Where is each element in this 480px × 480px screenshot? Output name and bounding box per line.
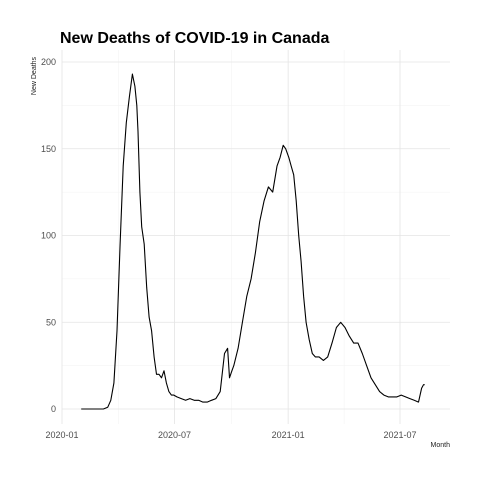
y-tick-label: 150 bbox=[41, 144, 56, 154]
x-tick-labels: 2020-01 2020-07 2021-01 2021-07 bbox=[45, 430, 416, 440]
y-tick-label: 100 bbox=[41, 231, 56, 241]
y-tick-label: 50 bbox=[46, 317, 56, 327]
major-gridlines bbox=[61, 50, 450, 424]
series-line-new-deaths bbox=[81, 73, 425, 410]
chart-title: New Deaths of COVID-19 in Canada bbox=[60, 30, 329, 47]
x-tick-label: 2021-07 bbox=[383, 430, 416, 440]
minor-gridlines bbox=[62, 50, 450, 424]
y-tick-label: 200 bbox=[41, 57, 56, 67]
x-tick-label: 2020-01 bbox=[45, 430, 78, 440]
x-axis-label: Month bbox=[431, 442, 451, 449]
y-tick-label: 0 bbox=[51, 404, 56, 414]
x-tick-label: 2020-07 bbox=[158, 430, 191, 440]
y-tick-labels: 0 50 100 150 200 bbox=[41, 57, 56, 414]
y-axis-label: New Deaths bbox=[31, 56, 38, 95]
x-tick-label: 2021-01 bbox=[272, 430, 305, 440]
grid bbox=[61, 50, 450, 424]
